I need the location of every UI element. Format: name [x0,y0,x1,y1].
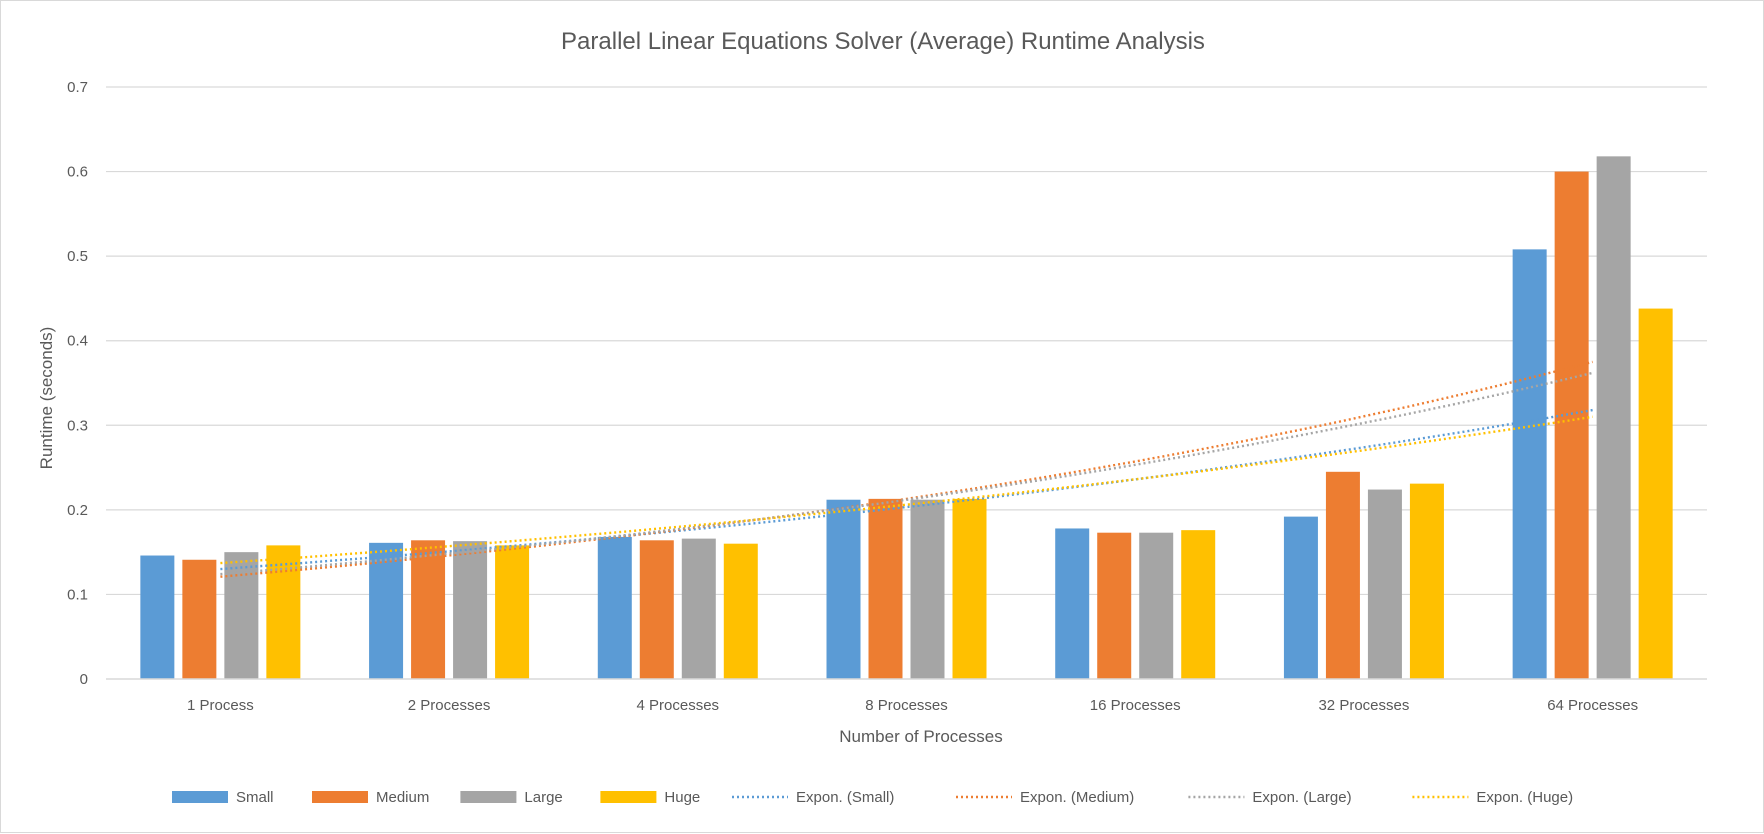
gridlines [106,86,1707,596]
legend-label: Medium [376,789,429,806]
bar-huge-3 [723,543,758,679]
legend-item: Large [460,789,563,806]
bar-small-5 [1055,528,1090,679]
bar-medium-7 [1554,171,1589,680]
bar-small-4 [826,499,861,679]
x-axis-title: Number of Processes [839,727,1002,746]
legend-item: Huge [600,789,700,806]
bar-large-5 [1139,532,1174,679]
bar-small-1 [140,555,175,679]
y-tick-label: 0.2 [67,502,88,519]
trendline-0 [220,408,1593,571]
bar-small-2 [369,542,404,679]
legend-item: Small [172,789,274,806]
bar-huge-1 [266,545,301,679]
legend-label: Small [236,789,274,806]
bar-medium-5 [1097,532,1132,679]
legend-label: Expon. (Small) [796,789,894,806]
legend-swatch [172,791,228,803]
y-tick-label: 0.4 [67,333,88,350]
legend: Small Medium Large Huge Expon. (Small) Expon.… [172,789,1573,806]
y-axis-title: Runtime (seconds) [37,327,56,470]
x-tick-label: 4 Processes [637,697,720,714]
bar-huge-6 [1409,483,1444,679]
x-tick-label: 2 Processes [408,697,491,714]
legend-item: Expon. (Small) [732,789,894,806]
trendlines [220,360,1593,578]
x-tick-label: 8 Processes [865,697,948,714]
legend-swatch [312,791,368,803]
bar-medium-4 [868,498,903,679]
bar-medium-6 [1325,471,1360,679]
bar-small-7 [1512,249,1547,679]
chart-title: Parallel Linear Equations Solver (Averag… [561,28,1205,55]
bars [140,156,1673,680]
bar-huge-2 [495,545,530,679]
y-tick-label: 0.6 [67,164,88,181]
y-tick-label: 0.3 [67,417,88,434]
y-axis-ticks: 0 0.1 0.2 0.3 0.4 0.5 0.6 0.7 [67,79,88,688]
bar-huge-5 [1181,530,1216,679]
y-tick-label: 0.1 [67,586,88,603]
y-tick-label: 0 [80,671,88,688]
legend-label: Expon. (Huge) [1476,789,1573,806]
legend-item: Medium [312,789,429,806]
y-tick-label: 0.7 [67,79,88,96]
legend-item: Expon. (Large) [1188,789,1352,806]
legend-item: Expon. (Medium) [956,789,1134,806]
bar-huge-7 [1638,308,1673,679]
legend-swatch [600,791,657,803]
legend-item: Expon. (Huge) [1412,789,1573,806]
bar-large-3 [681,538,716,679]
bar-large-4 [910,499,945,679]
bar-huge-4 [952,498,987,679]
x-tick-label: 16 Processes [1090,697,1181,714]
x-axis-ticks: 1 Process 2 Processes 4 Processes 8 Process… [187,697,1638,714]
bar-large-7 [1596,156,1631,679]
x-tick-label: 32 Processes [1318,697,1409,714]
bar-medium-2 [411,540,446,679]
bar-large-2 [453,541,488,679]
y-tick-label: 0.5 [67,248,88,265]
legend-label: Expon. (Medium) [1020,789,1134,806]
legend-label: Huge [664,789,700,806]
trendline-2 [220,371,1593,576]
bar-small-6 [1283,516,1318,679]
bar-large-6 [1367,489,1402,679]
legend-label: Expon. (Large) [1252,789,1351,806]
x-tick-label: 1 Process [187,697,254,714]
x-tick-label: 64 Processes [1547,697,1638,714]
bar-small-3 [597,536,632,679]
legend-swatch [460,791,517,803]
bar-medium-1 [182,559,217,679]
bar-medium-3 [639,540,674,679]
legend-label: Large [524,789,562,806]
